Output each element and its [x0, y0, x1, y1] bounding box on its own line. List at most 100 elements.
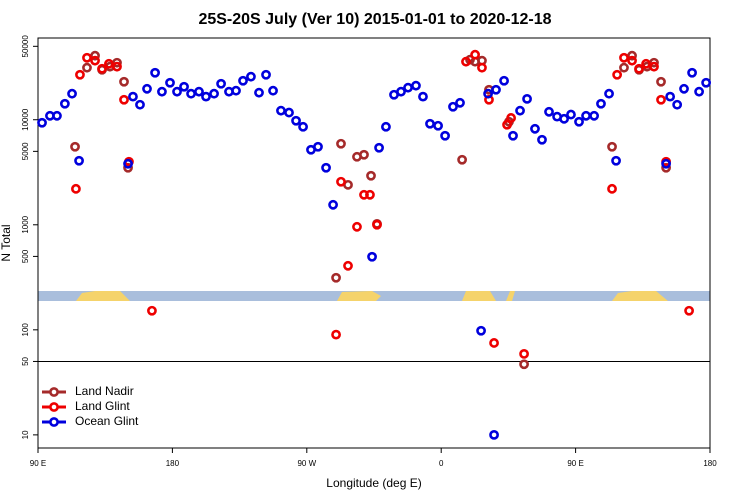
y-tick-label: 10	[21, 430, 30, 439]
point	[607, 183, 617, 194]
point	[67, 88, 77, 99]
point	[604, 88, 614, 99]
x-axis-label: Longitude (deg E)	[326, 476, 421, 490]
point	[209, 88, 219, 99]
point	[679, 83, 689, 94]
point	[596, 98, 606, 109]
point	[90, 50, 100, 61]
x-tick-label: 90 E	[30, 459, 46, 468]
point	[634, 63, 644, 74]
x-tick-label: 180	[166, 459, 180, 468]
point	[489, 338, 499, 348]
point	[544, 106, 554, 117]
y-tick-label: 50000	[21, 35, 30, 58]
point	[359, 149, 369, 160]
point	[70, 141, 80, 152]
legend-marker	[49, 402, 59, 412]
point	[641, 58, 651, 69]
point	[701, 77, 712, 88]
point	[619, 52, 629, 63]
point	[97, 63, 107, 74]
y-tick-label: 1000	[21, 215, 30, 233]
legend-label: Land Glint	[75, 399, 130, 413]
land-strip	[612, 291, 668, 301]
point	[298, 121, 308, 132]
point	[574, 116, 584, 127]
y-tick-label: 500	[21, 249, 30, 263]
point	[381, 121, 391, 132]
point	[461, 56, 471, 67]
point	[589, 110, 600, 121]
point	[172, 86, 182, 97]
point	[112, 61, 122, 72]
point	[119, 76, 129, 87]
point	[477, 62, 487, 73]
point	[37, 117, 47, 128]
point	[123, 158, 133, 169]
point	[672, 99, 683, 110]
point	[284, 107, 294, 118]
point	[515, 105, 525, 116]
point	[352, 221, 362, 232]
y-tick-label: 5000	[21, 142, 30, 160]
point	[366, 170, 376, 181]
y-axis-label: N Total	[0, 224, 13, 261]
point	[440, 130, 450, 141]
point	[559, 113, 570, 124]
point	[433, 120, 443, 131]
point	[135, 99, 145, 110]
chart-title: 25S-20S July (Ver 10) 2015-01-01 to 2020…	[198, 11, 551, 28]
point	[411, 80, 421, 91]
point	[612, 69, 623, 80]
point	[656, 94, 666, 105]
land-strip	[76, 291, 130, 301]
x-tick-label: 90 W	[297, 459, 316, 468]
point	[448, 101, 458, 112]
point	[165, 77, 175, 88]
point	[104, 58, 114, 69]
point	[619, 62, 629, 73]
point	[476, 325, 486, 336]
plot-frame	[37, 37, 711, 449]
map-strip	[38, 291, 710, 301]
point	[82, 52, 92, 63]
point	[457, 154, 468, 165]
y-tick-label: 10000	[21, 108, 30, 131]
point	[147, 305, 157, 316]
point	[661, 158, 671, 169]
point	[261, 69, 271, 80]
point	[502, 119, 512, 130]
point	[656, 76, 666, 87]
point	[537, 134, 547, 145]
land-strip	[462, 291, 496, 301]
point	[343, 260, 353, 271]
point	[254, 87, 264, 98]
point	[157, 86, 167, 97]
y-tick-label: 100	[21, 323, 30, 337]
point	[328, 199, 338, 210]
point	[150, 67, 160, 78]
point	[566, 109, 576, 120]
point	[372, 219, 382, 230]
point	[71, 183, 81, 194]
legend-label: Land Nadir	[75, 384, 134, 398]
point	[59, 98, 70, 109]
point	[246, 71, 256, 82]
point	[313, 141, 323, 152]
point	[268, 85, 278, 96]
point	[365, 189, 375, 200]
point	[665, 91, 676, 102]
point	[179, 81, 189, 92]
point	[491, 84, 501, 95]
point	[119, 94, 129, 105]
point	[194, 86, 204, 97]
x-tick-label: 0	[439, 459, 444, 468]
legend-label: Ocean Glint	[75, 414, 139, 428]
point	[75, 69, 85, 80]
point	[687, 67, 697, 78]
point	[238, 75, 248, 86]
y-tick-label: 50	[21, 356, 30, 365]
point	[331, 329, 341, 340]
